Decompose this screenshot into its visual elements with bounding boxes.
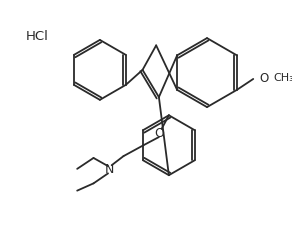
Text: O: O [154, 127, 164, 140]
Text: CH₃: CH₃ [273, 73, 292, 83]
Text: HCl: HCl [25, 30, 48, 43]
Text: O: O [260, 72, 269, 84]
Text: N: N [105, 163, 114, 176]
